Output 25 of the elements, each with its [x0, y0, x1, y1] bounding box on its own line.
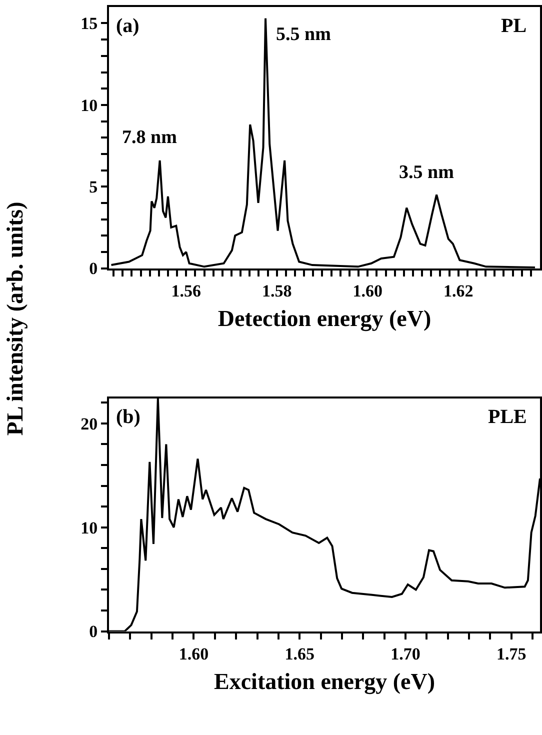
- annotation: 3.5 nm: [399, 162, 454, 183]
- x-tick-label: 1.75: [496, 644, 526, 664]
- x-tick-label: 1.58: [262, 282, 292, 301]
- x-axis-title: Detection energy (eV): [218, 306, 432, 332]
- y-tick-label: 15: [80, 14, 98, 34]
- x-tick-label: 1.60: [352, 282, 382, 301]
- y-tick-label: 0: [89, 259, 98, 278]
- x-tick-label: 1.60: [178, 644, 209, 664]
- x-tick-label: 1.65: [284, 644, 314, 664]
- x-tick-label: 1.70: [390, 644, 420, 664]
- annotation: (b): [116, 406, 140, 428]
- annotation: PLE: [488, 406, 527, 428]
- y-tick-label: 0: [89, 622, 98, 642]
- x-tick-label: 1.56: [171, 282, 202, 301]
- annotation: PL: [501, 15, 527, 37]
- y-axis-title: PL intensity (arb. units): [2, 202, 28, 436]
- y-tick-label: 20: [80, 414, 98, 434]
- annotation: 7.8 nm: [122, 127, 178, 148]
- annotation: (a): [116, 15, 140, 37]
- y-tick-label: 10: [80, 518, 98, 538]
- x-axis-title: Excitation energy (eV): [214, 668, 435, 695]
- y-tick-label: 5: [89, 178, 98, 197]
- y-tick-label: 10: [80, 96, 98, 115]
- annotation: 5.5 nm: [276, 24, 332, 45]
- x-tick-label: 1.62: [443, 282, 474, 301]
